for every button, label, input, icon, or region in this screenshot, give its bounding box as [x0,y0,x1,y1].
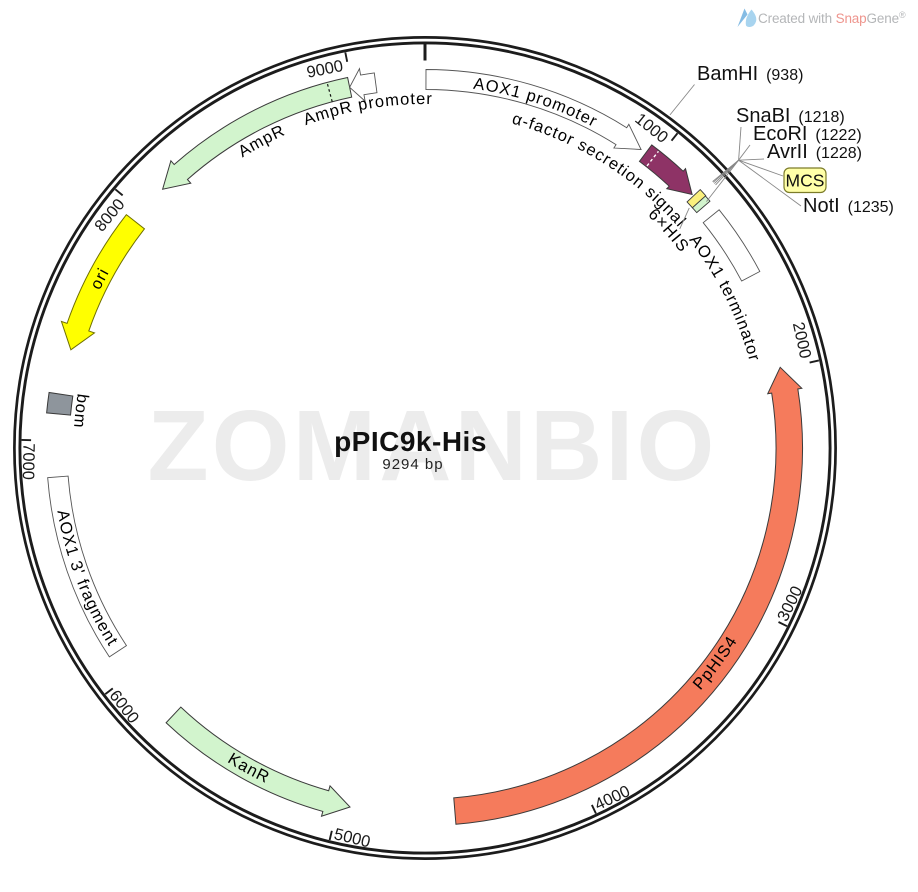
svg-text:MCS: MCS [786,171,825,191]
svg-text:pPIC9k-His: pPIC9k-His [334,426,487,457]
svg-text:NotI (1235): NotI (1235) [803,195,894,217]
svg-text:BamHI (938): BamHI (938) [697,63,803,85]
svg-text:7000: 7000 [19,443,38,480]
svg-text:AvrII (1228): AvrII (1228) [767,141,862,163]
svg-text:9294 bp: 9294 bp [382,456,443,473]
svg-text:Created with SnapGene®: Created with SnapGene® [758,10,906,26]
